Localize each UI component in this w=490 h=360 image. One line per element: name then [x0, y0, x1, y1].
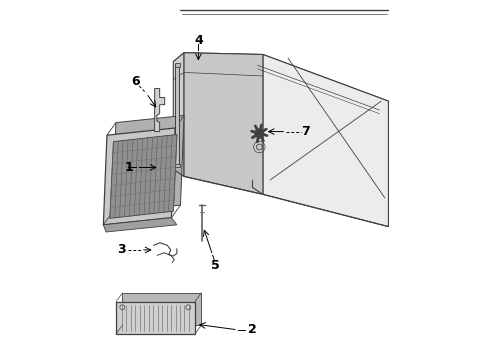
Text: 2: 2: [248, 323, 257, 336]
Polygon shape: [173, 53, 184, 176]
Text: 1: 1: [124, 161, 133, 174]
Polygon shape: [184, 53, 263, 194]
Polygon shape: [112, 116, 184, 212]
Polygon shape: [252, 54, 263, 194]
Text: 6: 6: [131, 75, 140, 88]
Polygon shape: [155, 89, 165, 132]
Text: 4: 4: [194, 33, 203, 47]
Polygon shape: [110, 134, 177, 219]
Text: 3: 3: [117, 243, 125, 256]
Text: 7: 7: [301, 125, 310, 138]
Polygon shape: [173, 53, 263, 62]
Polygon shape: [175, 164, 180, 167]
Polygon shape: [122, 293, 201, 325]
Polygon shape: [175, 63, 180, 67]
Polygon shape: [103, 218, 177, 232]
Circle shape: [255, 129, 264, 138]
Polygon shape: [263, 54, 389, 226]
Polygon shape: [175, 65, 179, 166]
Polygon shape: [103, 128, 175, 225]
Polygon shape: [116, 302, 195, 334]
Text: 5: 5: [211, 259, 220, 272]
Polygon shape: [252, 54, 389, 108]
